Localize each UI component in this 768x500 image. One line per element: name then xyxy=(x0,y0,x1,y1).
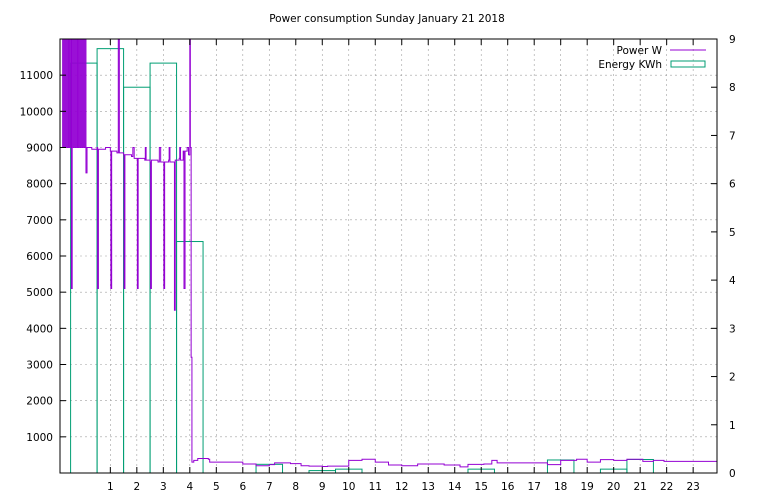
y-tick-label-right: 4 xyxy=(729,275,736,287)
y-tick-label-right: 9 xyxy=(729,34,736,46)
y-tick-label-right: 1 xyxy=(729,420,736,432)
y-tick-label-left: 7000 xyxy=(26,215,53,227)
axis-ticks: 1 2 3 4 5 6 7 8 9 10 11 12 13 14 15 16 17 18 19 20 21 22 23100… xyxy=(20,34,736,493)
x-tick-label: 10 xyxy=(342,481,355,493)
x-tick-label: 21 xyxy=(633,481,646,493)
y-tick-label-left: 4000 xyxy=(26,323,53,335)
x-tick-label: 1 xyxy=(107,481,114,493)
x-tick-label: 18 xyxy=(554,481,567,493)
y-tick-label-right: 2 xyxy=(729,372,736,384)
power-series xyxy=(61,38,718,468)
y-tick-label-left: 10000 xyxy=(20,106,53,118)
x-tick-label: 11 xyxy=(369,481,382,493)
y-tick-label-left: 1000 xyxy=(26,432,53,444)
x-tick-label: 13 xyxy=(422,481,435,493)
y-tick-label-left: 8000 xyxy=(26,179,53,191)
y-tick-label-left: 5000 xyxy=(26,287,53,299)
x-tick-label: 12 xyxy=(395,481,408,493)
legend: Power W Energy KWh xyxy=(598,45,706,71)
x-tick-label: 22 xyxy=(660,481,673,493)
y-tick-label-left: 3000 xyxy=(26,360,53,372)
x-tick-label: 15 xyxy=(475,481,488,493)
y-tick-label-right: 7 xyxy=(729,130,736,142)
x-tick-label: 20 xyxy=(607,481,620,493)
x-tick-label: 4 xyxy=(186,481,193,493)
y-tick-label-left: 9000 xyxy=(26,143,53,155)
x-tick-label: 7 xyxy=(266,481,273,493)
x-tick-label: 2 xyxy=(133,481,140,493)
y-tick-label-left: 11000 xyxy=(20,70,53,82)
y-tick-label-right: 0 xyxy=(729,468,736,480)
power-line xyxy=(61,38,718,468)
chart-title: Power consumption Sunday January 21 2018 xyxy=(269,13,505,25)
y-tick-label-right: 3 xyxy=(729,323,736,335)
legend-label-energy: Energy KWh xyxy=(598,59,662,71)
y-tick-label-right: 6 xyxy=(729,179,736,191)
x-tick-label: 16 xyxy=(501,481,515,493)
gridlines xyxy=(60,39,717,473)
y-tick-label-left: 2000 xyxy=(26,396,53,408)
x-tick-label: 19 xyxy=(581,481,594,493)
x-tick-label: 8 xyxy=(292,481,299,493)
x-tick-label: 5 xyxy=(213,481,220,493)
x-tick-label: 14 xyxy=(448,481,462,493)
x-tick-label: 3 xyxy=(160,481,167,493)
x-tick-label: 6 xyxy=(239,481,246,493)
legend-label-power: Power W xyxy=(617,45,663,57)
x-tick-label: 23 xyxy=(686,481,699,493)
y-tick-label-right: 8 xyxy=(729,82,736,94)
x-tick-label: 17 xyxy=(528,481,541,493)
legend-swatch-energy xyxy=(670,60,706,68)
y-tick-label-right: 5 xyxy=(729,227,736,239)
y-tick-label-left: 6000 xyxy=(26,251,53,263)
x-tick-label: 9 xyxy=(319,481,326,493)
